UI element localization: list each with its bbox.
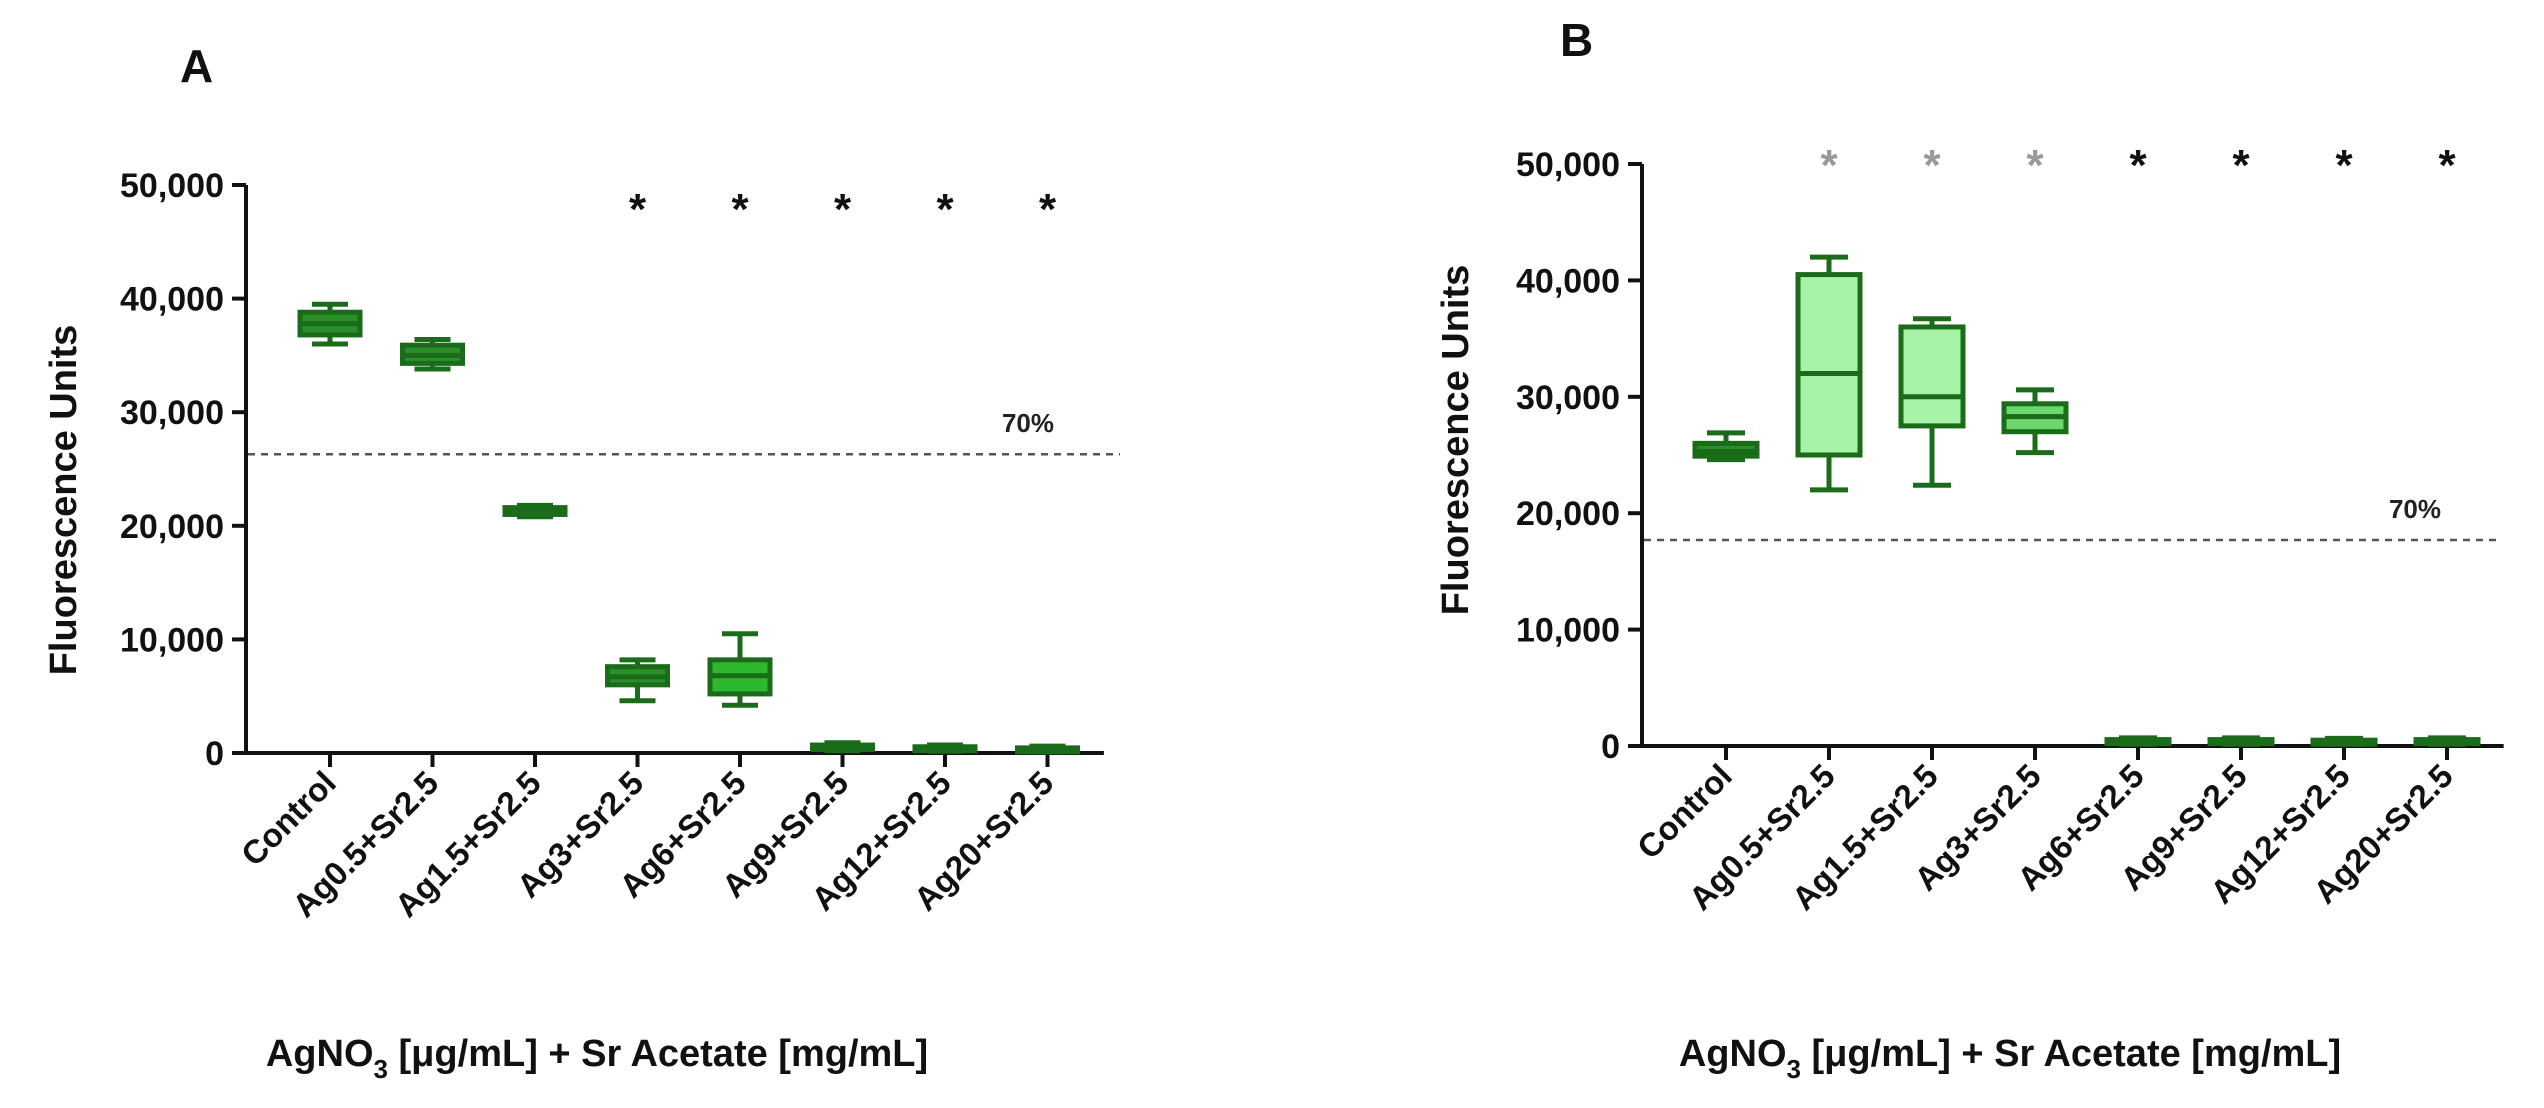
panel-a-box-2: Ag0.5+Sr2.5 bbox=[285, 336, 465, 924]
panel-a-letter: A bbox=[180, 40, 213, 92]
panel-b-threshold-label: 70% bbox=[2389, 494, 2441, 524]
panel-b-y-tick-label: 30,000 bbox=[1516, 379, 1620, 417]
panel-a-y-tick-label: 30,000 bbox=[120, 394, 224, 432]
panel-b-letter: B bbox=[1560, 14, 1593, 66]
panel-a-y-tick-label: 0 bbox=[205, 735, 224, 773]
panel-b-significance-star: * bbox=[1923, 141, 1941, 190]
panel-b-plot: 0 10,000 20,000 30,000 40,000 50,000 70% Contro… bbox=[1516, 141, 2504, 917]
panel-b-significance-star: * bbox=[2232, 141, 2250, 190]
panel-a-y-tick-label: 10,000 bbox=[120, 621, 224, 659]
panel-a: A Fluorescence Units AgNO3 [μg/mL] + Sr … bbox=[43, 40, 1120, 1084]
panel-a-significance-star: * bbox=[629, 185, 647, 234]
panel-b-x-axis-label: AgNO3 [μg/mL] + Sr Acetate [mg/mL] bbox=[1679, 1033, 2341, 1084]
panel-b-significance-star: * bbox=[2026, 141, 2044, 190]
panel-a-plot: 0 10,000 20,000 30,000 40,000 50,000 70% Contro… bbox=[120, 167, 1120, 924]
panel-b-y-tick-label: 0 bbox=[1601, 728, 1620, 766]
panel-b-y-axis-label: Fluorescence Units bbox=[1435, 265, 1477, 616]
panel-b-box-rect bbox=[1898, 324, 1966, 429]
panel-b-y-tick-label: 10,000 bbox=[1516, 612, 1620, 650]
panel-a-significance-star: * bbox=[1039, 185, 1057, 234]
panel-b-significance-star: * bbox=[2335, 141, 2353, 190]
panel-a-x-axis-label: AgNO3 [μg/mL] + Sr Acetate [mg/mL] bbox=[266, 1033, 928, 1084]
panel-a-y-axis-label: Fluorescence Units bbox=[43, 325, 85, 676]
panel-b: B Fluorescence Units AgNO3 [μg/mL] + Sr … bbox=[1435, 14, 2504, 1084]
panel-a-significance-star: * bbox=[834, 185, 852, 234]
panel-b-significance-star: * bbox=[2129, 141, 2147, 190]
panel-a-y-tick-label: 50,000 bbox=[120, 167, 224, 205]
panel-b-significance-star: * bbox=[2438, 141, 2456, 190]
panel-b-y-tick-label: 20,000 bbox=[1516, 495, 1620, 533]
panel-a-y-tick-label: 20,000 bbox=[120, 508, 224, 546]
panel-b-y-tick-label: 40,000 bbox=[1516, 262, 1620, 300]
panel-b-y-tick-label: 50,000 bbox=[1516, 146, 1620, 184]
panel-a-significance-star: * bbox=[731, 185, 749, 234]
panel-a-box-1: Control bbox=[234, 301, 363, 873]
panel-a-threshold-label: 70% bbox=[1002, 408, 1054, 438]
panel-b-box-1: Control bbox=[1630, 430, 1760, 866]
panel-a-significance-star: * bbox=[936, 185, 954, 234]
panel-a-y-tick-label: 40,000 bbox=[120, 281, 224, 319]
panel-b-box-rect bbox=[1795, 272, 1863, 458]
panel-b-significance-star: * bbox=[1820, 141, 1838, 190]
